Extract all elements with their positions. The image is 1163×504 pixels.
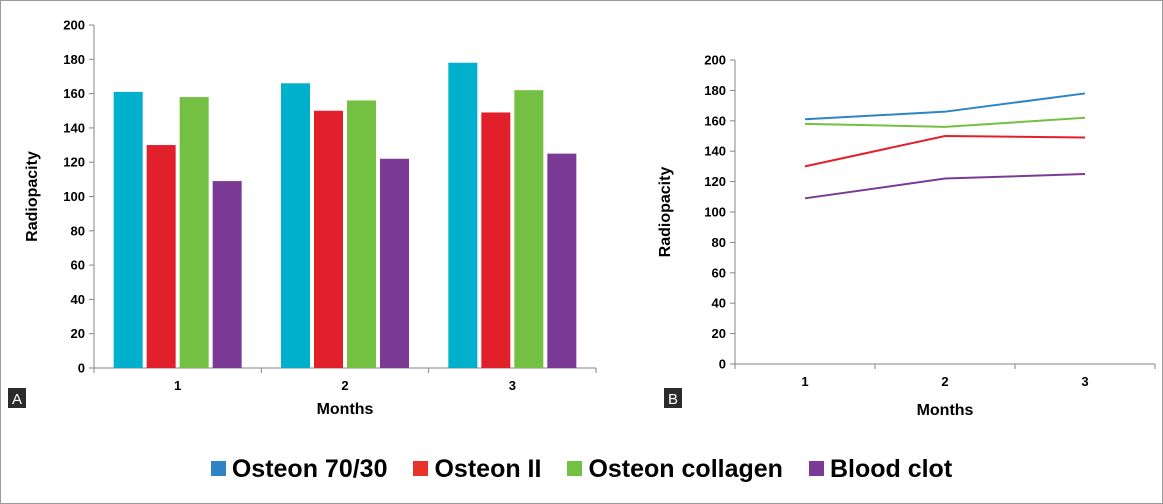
bar-blood-clot-month-1 (212, 181, 242, 368)
chart-a-x-tick-label: 3 (509, 378, 516, 393)
chart-a-y-tick-label: 100 (63, 189, 85, 204)
line-chart-b: 0 20 40 60 80 100 120 140 160 180 200 1 2 3 Months Radi… (657, 53, 1156, 419)
chart-a-y-tick-label: 120 (63, 155, 85, 170)
chart-b-y-tick-label: 160 (704, 113, 726, 128)
bar-osteon-ii-month-1 (146, 145, 176, 368)
chart-b-y-tick-label: 100 (704, 205, 726, 220)
bar-osteon-collagen-month-3 (514, 90, 544, 369)
chart-a-y-tick-label: 180 (63, 52, 85, 67)
chart-a-y-tick-label: 200 (63, 18, 85, 33)
bar-osteon-ii-month-2 (314, 110, 343, 368)
legend-swatch (567, 461, 583, 476)
chart-a-y-tick-label: 0 (78, 361, 85, 376)
chart-b-y-tick-label: 120 (704, 174, 726, 189)
bar-osteon-collagen-month-1 (179, 97, 209, 368)
bar-blood-clot-month-3 (547, 153, 577, 368)
legend-item: Osteon 70/30 (210, 455, 388, 484)
chart-a-y-tick-label: 160 (63, 86, 85, 101)
chart-b-y-axis-title: Radiopacity (657, 167, 674, 258)
legend-label: Osteon II (434, 455, 542, 483)
chart-b-x-tick-label: 2 (941, 374, 948, 389)
legend-swatch (808, 461, 824, 476)
chart-b-x-tick-label: 1 (801, 374, 808, 389)
chart-b-y-tick-label: 80 (712, 235, 726, 250)
chart-b-x-tick-label: 3 (1081, 374, 1088, 389)
panel-label-a-box (8, 388, 26, 408)
bar-blood-clot-month-2 (380, 158, 409, 368)
chart-b-y-tick-label: 140 (704, 144, 726, 159)
chart-b-y-tick-label: 0 (719, 357, 726, 372)
legend-item: Blood clot (808, 455, 953, 484)
bar-osteon-70-30-month-1 (113, 91, 143, 368)
chart-a-x-axis-title: Months (317, 401, 374, 418)
panel-label-b-box (664, 388, 682, 408)
line-osteon-70-30 (804, 92, 1086, 121)
chart-b-y-tick-label: 60 (712, 265, 726, 280)
chart-b-x-axis-title: Months (917, 402, 974, 419)
line-osteon-ii (804, 134, 1086, 168)
legend-label: Blood clot (829, 455, 953, 483)
chart-a-y-axis-title: Radiopacity (24, 151, 41, 242)
chart-b-y-tick-label: 200 (704, 53, 726, 68)
chart-a-y-tick-label: 140 (63, 120, 85, 135)
panel-label-a: A (12, 391, 22, 408)
legend-item: Osteon II (413, 455, 541, 484)
chart-a-y-tick-label: 20 (71, 326, 85, 341)
legend: Osteon 70/30 Osteon II Osteon collagen Bloo… (0, 455, 1163, 484)
legend-swatch (210, 461, 226, 476)
chart-a-x-tick-label: 2 (341, 378, 348, 393)
bar-osteon-70-30-month-3 (448, 62, 478, 368)
legend-label: Osteon 70/30 (231, 455, 388, 483)
legend-swatch (413, 461, 429, 476)
chart-a-y-tick-label: 40 (71, 292, 85, 307)
chart-a-y-tick-label: 80 (71, 223, 85, 238)
legend-item: Osteon collagen (567, 455, 783, 484)
bar-osteon-ii-month-3 (481, 112, 511, 368)
chart-a-x-tick-label: 1 (174, 378, 181, 393)
chart-b-y-tick-label: 40 (712, 296, 726, 311)
bar-osteon-70-30-month-2 (281, 83, 310, 368)
legend-label: Osteon collagen (588, 455, 783, 483)
line-blood-clot (804, 173, 1086, 200)
bar-chart-a: 0 20 40 60 80 100 120 140 160 180 200 1 2 3 Months Radi… (8, 18, 597, 418)
line-osteon-collagen (804, 116, 1086, 128)
chart-a-y-tick-label: 60 (71, 258, 85, 273)
chart-b-y-tick-label: 20 (712, 326, 726, 341)
panel-label-b: B (668, 391, 678, 408)
bar-osteon-collagen-month-2 (347, 100, 376, 369)
chart-b-y-tick-label: 180 (704, 83, 726, 98)
